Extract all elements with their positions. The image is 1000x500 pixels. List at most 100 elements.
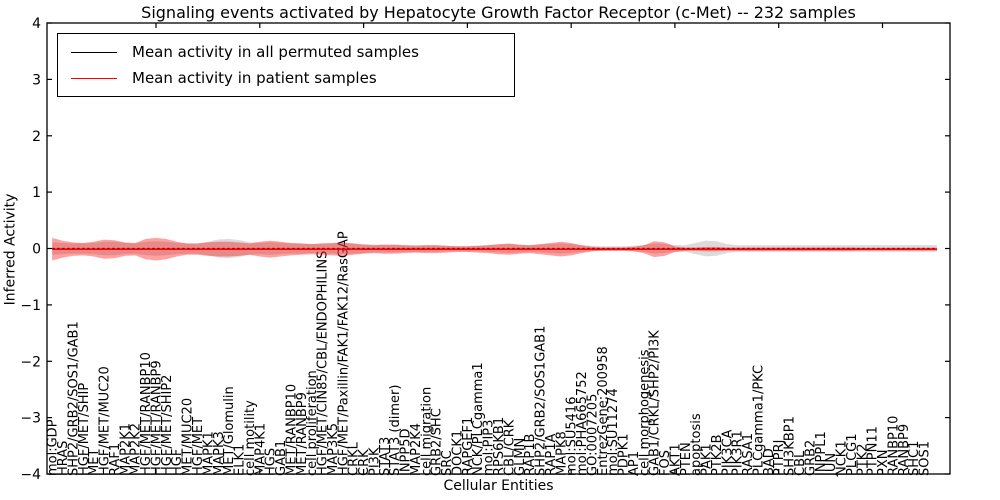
x-tick-label: MET/MUC20 <box>181 398 196 476</box>
y-tick-label: −2 <box>20 354 41 370</box>
x-tick-label: AKT1 <box>668 443 683 476</box>
x-tick-label: STAT3 <box>378 437 393 476</box>
x-tick-label: NCK/PLCgamma1 <box>471 362 486 476</box>
x-tick-label: PLCgamma1/PKC <box>752 365 767 476</box>
x-tick-label: CBL/CRK <box>502 419 517 476</box>
x-tick-label: HGF <box>170 449 185 476</box>
x-tick-label: MAPK8 <box>554 431 569 476</box>
x-tick-label: GRB2/SHC <box>430 408 445 476</box>
x-tick-label: HGF/MET/RANBP10 <box>139 352 154 476</box>
x-tick-label: PTK2 <box>855 443 870 476</box>
x-tick-label: HGF/MET <box>191 417 206 476</box>
x-tick-label: EntrezGene:200958 <box>596 346 611 476</box>
x-tick-label: GRB2 <box>803 440 818 476</box>
x-tick-label: mol:PHA665752 <box>575 371 590 476</box>
x-tick-label: HGF/MET/MUC20 <box>98 366 113 476</box>
y-tick-label: 1 <box>32 185 41 201</box>
x-tick-label: PTK2B <box>710 435 725 477</box>
x-tick-label: RAP1A <box>544 433 559 476</box>
x-tick-label: mol:SU5416 <box>565 397 580 476</box>
x-tick-label: HGS <box>264 448 279 476</box>
x-tick-label: PXN <box>876 450 891 476</box>
x-tick-label: apoptosis <box>689 413 704 476</box>
legend-line-sample-black <box>71 51 117 53</box>
x-tick-label: MAP2K4 <box>409 423 424 476</box>
x-tick-label: SH3KBP1 <box>783 416 798 476</box>
x-tick-label: RPS6KB1 <box>492 417 507 476</box>
y-tick-label: −3 <box>20 411 41 427</box>
x-tick-label: DOCK1 <box>451 430 466 476</box>
x-tick-label: PI3K <box>367 447 382 476</box>
x-tick-label: NCK1 <box>835 440 850 476</box>
x-tick-label: SHP2/GRB2/SOS1/GAB1 <box>66 321 81 476</box>
x-tick-label: SHP2/GRB2/SOS1GAB1 <box>534 326 549 476</box>
y-tick-label: −4 <box>20 467 41 483</box>
x-tick-label: SHC1 <box>907 441 922 476</box>
x-tick-label: mol:PIP3 <box>482 420 497 476</box>
x-tick-label: MET/RANBP10 <box>284 384 299 476</box>
x-tick-label: GAB1/CRKL/SHP2/PI3K <box>648 330 663 476</box>
x-tick-label: MET/Glomulin <box>222 386 237 476</box>
x-tick-label: GAB1 <box>274 440 289 476</box>
x-tick-label: PAK1 <box>700 443 715 476</box>
x-tick-label: HGF/MET/SHIP <box>77 383 92 476</box>
legend-entry-patient: Mean activity in patient samples <box>71 65 514 91</box>
x-tick-label: HRAS <box>56 441 71 476</box>
x-tick-label: PTEN <box>679 442 694 476</box>
x-tick-label: RANBP9 <box>897 424 912 476</box>
y-tick-label: 3 <box>32 72 41 88</box>
x-tick-label: HGF/MET/CIN85/CBL/ENDOPHILINS <box>316 251 331 476</box>
y-axis-label: Inferred Activity <box>2 193 19 306</box>
x-tick-label: CRK <box>357 449 372 476</box>
x-tick-label: STAT3 (dimer) <box>388 385 403 476</box>
x-tick-label: HGF/MET/Paxillin/FAK1/FAK12/RasGAP <box>336 231 351 476</box>
x-tick-label: PTPN11 <box>866 426 881 476</box>
x-tick-label: MAP3K5 <box>326 423 341 476</box>
x-tick-label: MET/RANBP9 <box>295 392 310 476</box>
x-tick-label: RAF1 <box>108 443 123 476</box>
x-tick-label: PLCG1 <box>845 433 860 476</box>
x-tick-label: AP1 <box>627 451 642 476</box>
x-tick-label: INPP5D <box>399 428 414 476</box>
x-tick-label: RANBP10 <box>886 416 901 476</box>
x-tick-label: cell migration <box>419 387 434 476</box>
legend-line-sample-red <box>71 77 117 79</box>
y-tick-label: 0 <box>32 242 41 258</box>
x-tick-label: ELK1 <box>233 444 248 476</box>
x-tick-label: JUN <box>824 453 839 477</box>
x-tick-label: INPPL1 <box>814 431 829 476</box>
x-tick-label: MET <box>87 449 102 476</box>
x-tick-label: CRKL <box>347 441 362 476</box>
x-tick-label: BAD <box>762 448 777 476</box>
x-axis-label: Cellular Entities <box>443 478 554 494</box>
x-tick-label: RASA1 <box>741 433 756 476</box>
y-tick-label: 2 <box>32 129 41 145</box>
x-tick-label: mol:SU11274 <box>606 388 621 476</box>
x-tick-label: cell morphogenesis <box>637 349 652 476</box>
x-tick-label: PDPK1 <box>617 434 632 477</box>
x-tick-label: SOS1 <box>918 441 933 476</box>
x-tick-label: MAP4K1 <box>253 423 268 476</box>
x-tick-label: PIK3CA <box>720 429 735 476</box>
legend-entry-permuted: Mean activity in all permuted samples <box>71 39 514 65</box>
x-tick-label: MAP2K1 <box>118 423 133 476</box>
x-tick-label: mol:GDP <box>46 419 61 476</box>
x-tick-label: HGF/MET/RANBP9 <box>150 360 165 476</box>
x-tick-label: RAP1B <box>523 434 538 476</box>
x-tick-label: FOS <box>658 450 673 476</box>
y-tick-label: −1 <box>20 298 41 314</box>
x-tick-label: GLMN <box>513 438 528 476</box>
x-tick-label: cell motility <box>243 400 258 476</box>
x-tick-label: PTPRJ <box>772 440 787 477</box>
x-tick-label: MAP2K2 <box>129 423 144 476</box>
legend-label: Mean activity in patient samples <box>132 69 377 87</box>
x-tick-label: HGF/MET/SHIP2 <box>160 375 175 476</box>
x-tick-label: CBL <box>793 450 808 476</box>
chart-title: Signaling events activated by Hepatocyte… <box>141 3 856 22</box>
x-tick-label: GO:0007205 <box>585 394 600 476</box>
legend-label: Mean activity in all permuted samples <box>132 43 419 61</box>
x-tick-label: cell proliferation <box>305 370 320 476</box>
x-tick-label: RAPGEF1 <box>461 417 476 476</box>
